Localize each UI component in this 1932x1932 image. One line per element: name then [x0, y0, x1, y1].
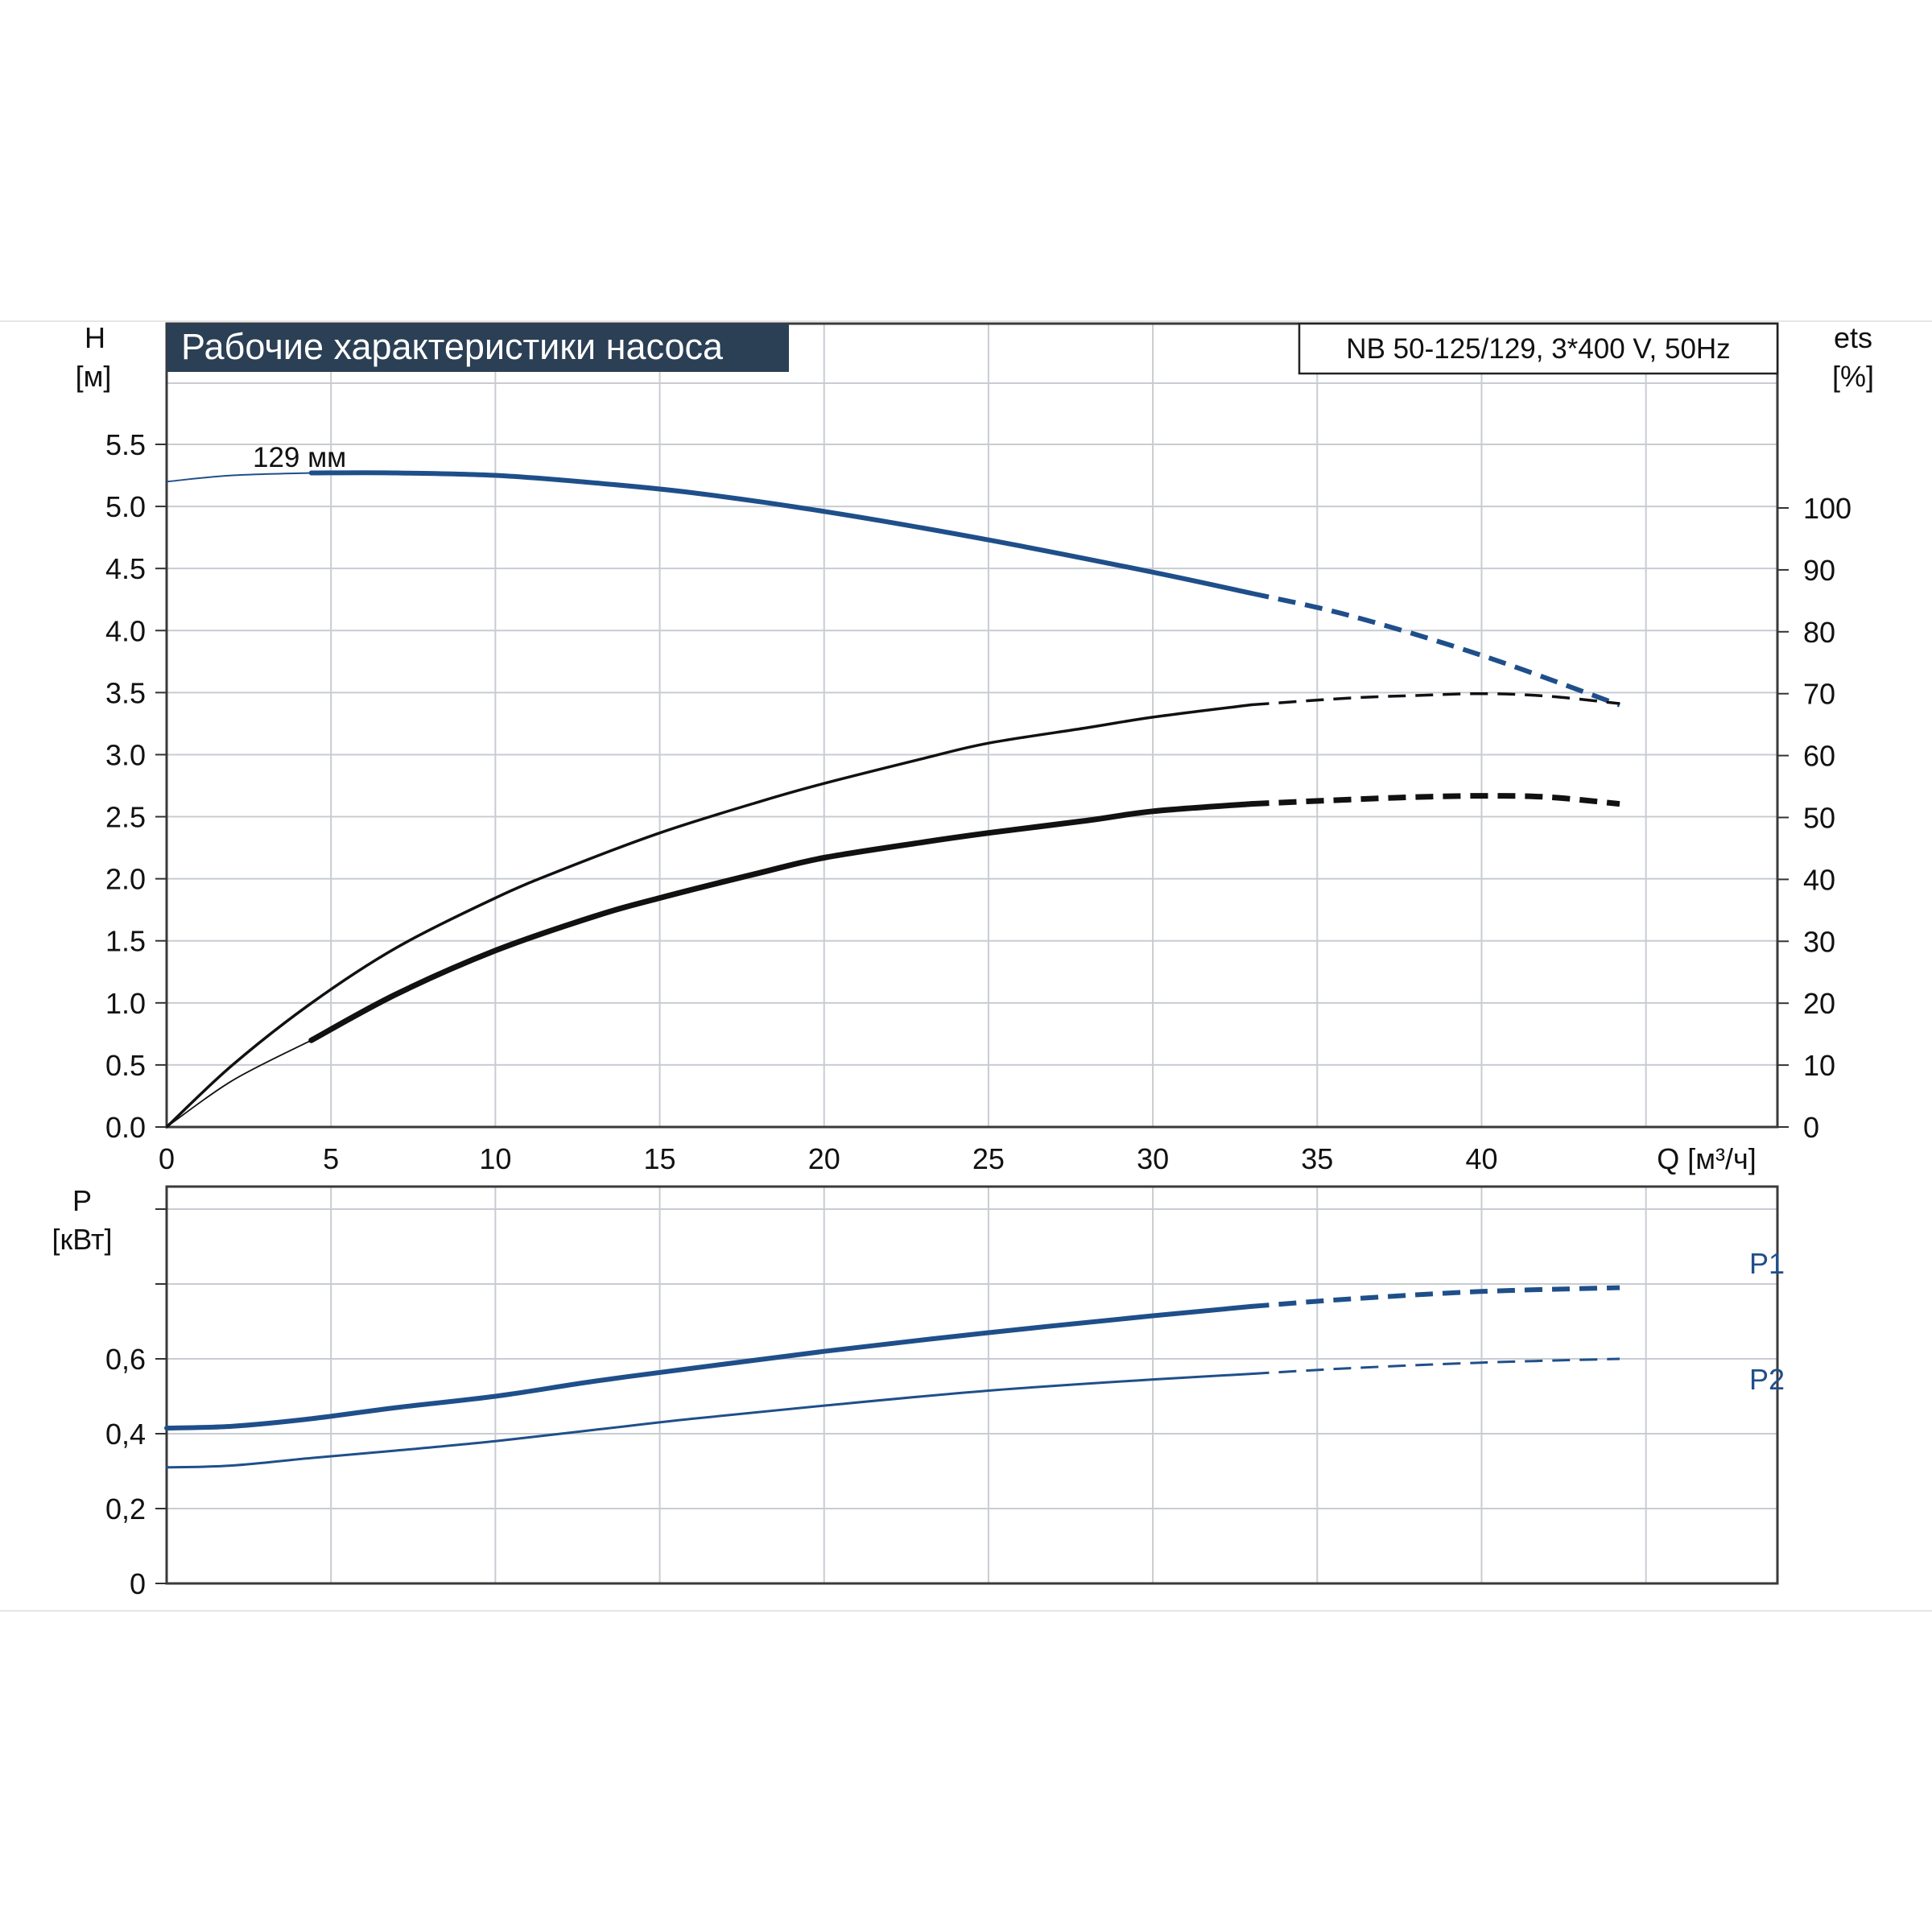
- bottom-grid: [167, 1187, 1777, 1583]
- x-tick-label: 0: [159, 1142, 175, 1175]
- y-tick-label: 1.5: [105, 925, 146, 958]
- series-label-p1: P1: [1749, 1247, 1785, 1280]
- x-tick-label: 35: [1301, 1142, 1333, 1175]
- x-tick-label: 40: [1465, 1142, 1497, 1175]
- head-curve-solid: [308, 470, 1254, 596]
- y-tick-label: 2.0: [105, 863, 146, 896]
- efficiency-curve-eta-solid: [165, 703, 1253, 1129]
- y-tick-label: 0.5: [105, 1049, 146, 1082]
- x-axis-label: Q [м³/ч]: [1657, 1142, 1757, 1175]
- power-p1-curve-dashed: [1251, 1285, 1620, 1309]
- y2-tick-labels: 0 10 20 30 40 50 60 70 80 90 100: [1777, 492, 1852, 1144]
- y-tick-label: 4.0: [105, 614, 146, 647]
- power-tick-label: 0,2: [105, 1492, 146, 1525]
- top-curves: [165, 470, 1621, 1129]
- x-tick-label: 5: [323, 1142, 339, 1175]
- y-tick-label: 3.0: [105, 738, 146, 771]
- y2-tick-label: 0: [1803, 1111, 1819, 1144]
- power-tick-label: 0: [130, 1567, 146, 1600]
- y2-tick-label: 70: [1803, 678, 1835, 711]
- power-plot: 0 0,2 0,4 0,6 P [кВт] P1 P2: [52, 1184, 1785, 1600]
- model-box: [1298, 322, 1779, 375]
- y-tick-label: 3.5: [105, 676, 146, 709]
- head-curve-leadin: [166, 472, 312, 483]
- top-plot-frame: [165, 322, 1779, 1129]
- y2-tick-label: 20: [1803, 987, 1835, 1020]
- model-label: NB 50-125/129, 3*400 V, 50Hz: [1346, 333, 1730, 365]
- y-tick-label: 4.5: [105, 552, 146, 585]
- power-axis-label: P: [72, 1184, 92, 1217]
- y-tick-label: 5.5: [105, 428, 146, 461]
- power-p1-curve-solid: [164, 1303, 1254, 1430]
- y2-tick-label: 40: [1803, 863, 1835, 896]
- x-tick-label: 15: [644, 1142, 676, 1175]
- chart-title: Рабочие характеристики насоса: [181, 326, 724, 367]
- power-tick-label: 0,6: [105, 1343, 146, 1376]
- efficiency-curve-total-solid: [308, 801, 1255, 1043]
- y-tick-label: 0.0: [105, 1111, 146, 1144]
- y-axis-unit: [м]: [76, 360, 112, 393]
- efficiency-curve-total-leadin: [166, 1039, 312, 1128]
- x-tick-label: 10: [479, 1142, 511, 1175]
- y2-tick-label: 30: [1803, 925, 1835, 958]
- head-efficiency-plot: 0 5 10 15 20 25 30 35 40 0.0 0.5 1.0 1.5 2.0 2.5 3.0 3.…: [76, 321, 1874, 1175]
- x-tick-label: 20: [808, 1142, 840, 1175]
- efficiency-curve-total-dashed: [1251, 793, 1620, 807]
- y2-tick-label: 10: [1803, 1049, 1835, 1082]
- y-tick-label: 5.0: [105, 490, 146, 523]
- y-tick-labels: 0.0 0.5 1.0 1.5 2.0 2.5 3.0 3.5 4.0 4.5 5.0 5.5: [105, 428, 167, 1144]
- bottom-plot-frame: [165, 1185, 1779, 1585]
- y2-tick-label: 60: [1803, 740, 1835, 773]
- power-tick-label: 0,4: [105, 1418, 146, 1451]
- y2-tick-label: 50: [1803, 802, 1835, 835]
- power-p2-curve-dashed: [1251, 1357, 1620, 1376]
- y-axis-label: H: [85, 321, 105, 354]
- series-label-p2: P2: [1749, 1363, 1785, 1396]
- power-p2-curve-solid: [165, 1373, 1253, 1469]
- x-tick-label: 30: [1137, 1142, 1169, 1175]
- y2-axis-label: ets: [1834, 321, 1872, 354]
- head-curve-dashed: [1250, 591, 1621, 708]
- y2-tick-label: 80: [1803, 616, 1835, 649]
- y2-tick-label: 90: [1803, 554, 1835, 587]
- bottom-curves: [164, 1285, 1620, 1469]
- x-tick-labels: 0 5 10 15 20 25 30 35 40: [159, 1142, 1498, 1175]
- power-axis-unit: [кВт]: [52, 1223, 112, 1256]
- y-tick-label: 2.5: [105, 801, 146, 834]
- x-tick-label: 25: [972, 1142, 1005, 1175]
- y2-tick-label: 100: [1803, 492, 1852, 525]
- title-box: [167, 324, 789, 372]
- y2-axis-unit: [%]: [1832, 360, 1874, 393]
- power-tick-labels: 0 0,2 0,4 0,6: [105, 1208, 167, 1600]
- top-grid: [167, 324, 1777, 1128]
- y-tick-label: 1.0: [105, 987, 146, 1020]
- impeller-diameter-label: 129 мм: [253, 442, 346, 473]
- efficiency-curve-eta-dashed: [1251, 691, 1620, 707]
